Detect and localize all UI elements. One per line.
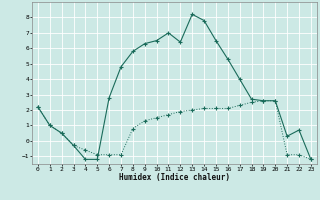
X-axis label: Humidex (Indice chaleur): Humidex (Indice chaleur) (119, 173, 230, 182)
